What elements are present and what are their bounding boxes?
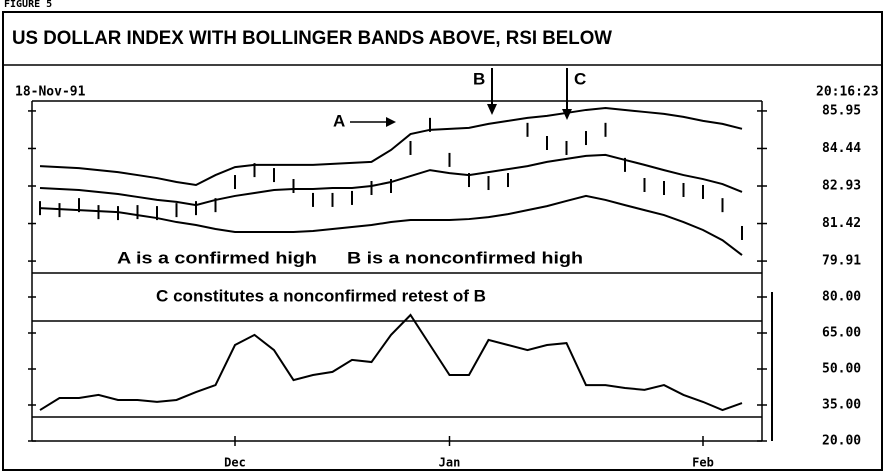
y-tick-label: 35.00 — [822, 398, 861, 413]
arrow-head — [487, 104, 497, 115]
y-tick-label: 82.93 — [822, 179, 861, 194]
x-tick-label: Jan — [439, 456, 461, 470]
annotation: B is a nonconfirmed high — [347, 248, 583, 267]
y-tick-label: 50.00 — [822, 362, 861, 377]
y-tick-label: 85.95 — [822, 103, 861, 118]
time-label: 20:16:23 — [816, 85, 879, 100]
annotation: A — [333, 111, 345, 130]
y-tick-label: 79.91 — [822, 254, 861, 269]
annotation: C constitutes a nonconfirmed retest of B — [156, 286, 486, 305]
annotation: C — [574, 69, 586, 88]
x-tick-label: Feb — [692, 456, 714, 470]
line-series — [39, 313, 743, 412]
y-tick-label: 81.42 — [822, 216, 861, 231]
arrow-head — [562, 109, 572, 120]
y-tick-label: 84.44 — [822, 141, 861, 156]
figure-label: FIGURE 5 — [4, 0, 52, 10]
y-tick-label: 80.00 — [822, 290, 861, 305]
arrow-head — [386, 117, 396, 127]
y-tick-label: 20.00 — [822, 434, 861, 449]
line-series — [39, 194, 743, 256]
line-series — [39, 106, 743, 187]
x-tick-label: Dec — [224, 456, 246, 470]
frame — [2, 11, 883, 471]
annotation: A is a confirmed high — [117, 248, 317, 267]
y-tick-label: 65.00 — [822, 326, 861, 341]
date-label: 18-Nov-91 — [15, 85, 86, 100]
annotation: B — [473, 69, 485, 88]
chart-title: US DOLLAR INDEX WITH BOLLINGER BANDS ABO… — [12, 28, 612, 49]
